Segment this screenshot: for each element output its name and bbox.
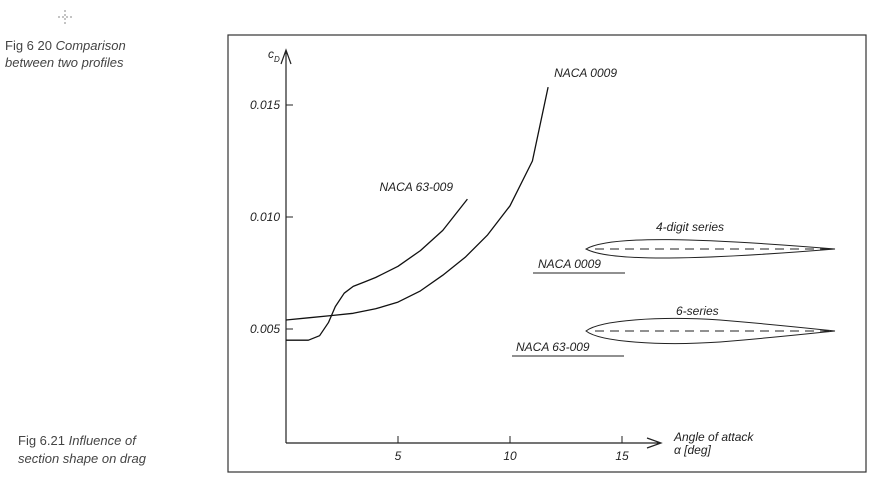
line [285, 86, 549, 321]
caption-text: Influence of [69, 433, 138, 448]
y-axis-label: cD [268, 47, 280, 64]
x-axis-unit: α [deg] [674, 443, 712, 457]
x-axis [286, 437, 663, 449]
series-label: NACA 63-009 [379, 180, 453, 194]
caption: Fig 6 20 Comparison [5, 38, 126, 53]
y-axis [280, 48, 292, 443]
x-tick-label: 15 [615, 449, 629, 463]
y-tick-label: 0.010 [250, 210, 280, 224]
profile-label: NACA 63-009 [516, 340, 590, 354]
y-tick-label: 0.005 [250, 322, 280, 336]
caption-text: between two profiles [5, 55, 124, 70]
airfoil-naca-0009 [584, 239, 836, 259]
airfoil-naca-63-009 [585, 317, 836, 345]
x-axis-label: Angle of attack [673, 430, 754, 444]
caption: Fig 6.21 Influence of [18, 433, 137, 448]
x-tick-label: 10 [503, 449, 517, 463]
frame [227, 34, 867, 473]
profile-series: 6-series [676, 304, 719, 318]
caption-number: Fig 6 20 [5, 38, 52, 53]
caption-number: Fig 6.21 [18, 433, 65, 448]
line [286, 198, 468, 341]
caption-text: section shape on drag [18, 451, 147, 466]
y-label-sub: D [274, 55, 280, 64]
y-tick-label: 0.015 [250, 98, 280, 112]
profile-series: 4-digit series [656, 220, 724, 234]
profile-label: NACA 0009 [538, 257, 601, 271]
series-label: NACA 0009 [554, 66, 617, 80]
caption-text: Comparison [56, 38, 126, 53]
x-tick-label: 5 [395, 449, 402, 463]
y-label: c [268, 47, 274, 61]
